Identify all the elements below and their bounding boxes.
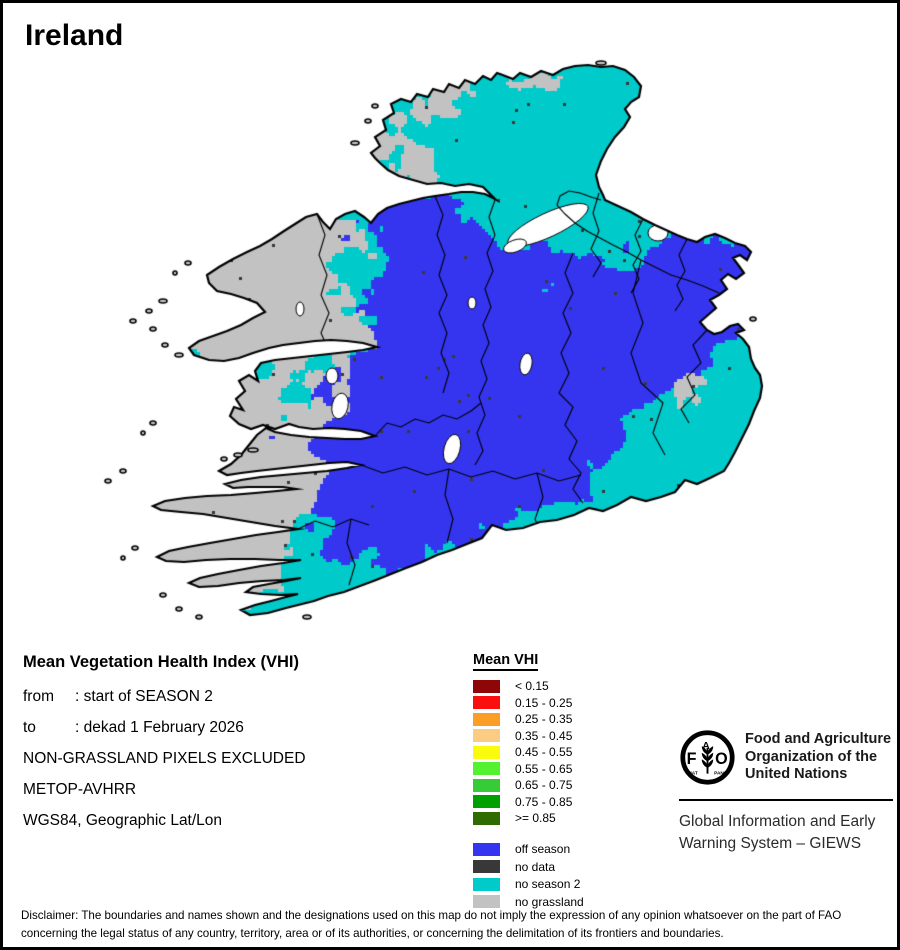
- legend-row: off season: [473, 841, 584, 859]
- giews-line: Global Information and Early: [679, 813, 876, 830]
- disclaimer: Disclaimer: The boundaries and names sho…: [21, 907, 893, 943]
- giews-name: Global Information and Early Warning Sys…: [679, 811, 893, 854]
- vhi-label-6: 0.65 - 0.75: [515, 778, 573, 793]
- info-projection-line: WGS84, Geographic Lat/Lon: [23, 812, 223, 829]
- vhi-label-7: 0.75 - 0.85: [515, 794, 573, 809]
- legend-row: 0.45 - 0.55: [473, 744, 584, 761]
- fao-logo-icon: F O A FIAT PANIS: [680, 730, 735, 785]
- season-label-2: no season 2: [515, 877, 581, 892]
- legend: Mean VHI < 0.15 0.15 - 0.25 0.25 - 0.35 …: [473, 651, 584, 911]
- from-value: : start of SEASON 2: [75, 688, 213, 705]
- svg-text:A: A: [702, 741, 710, 752]
- legend-row: no data: [473, 858, 584, 876]
- season-swatch-3: [473, 895, 500, 909]
- season-swatch-0: [473, 842, 500, 856]
- svg-text:F: F: [687, 750, 697, 768]
- vhi-label-5: 0.55 - 0.65: [515, 761, 573, 776]
- legend-row: 0.35 - 0.45: [473, 728, 584, 745]
- legend-row: no grassland: [473, 893, 584, 911]
- disclaimer-line-1: Disclaimer: The boundaries and names sho…: [21, 909, 842, 922]
- svg-text:FIAT: FIAT: [688, 771, 698, 777]
- map-info-block: Mean Vegetation Health Index (VHI) from:…: [23, 653, 463, 843]
- legend-row: 0.25 - 0.35: [473, 711, 584, 728]
- legend-row: 0.65 - 0.75: [473, 777, 584, 794]
- info-exclusion-line: NON-GRASSLAND PIXELS EXCLUDED: [23, 750, 306, 767]
- ireland-vhi-map: [3, 3, 897, 648]
- vhi-label-0: < 0.15: [515, 679, 549, 694]
- legend-row: 0.15 - 0.25: [473, 695, 584, 712]
- vhi-swatch-5: [473, 762, 500, 776]
- fao-name-line: Food and Agriculture: [745, 731, 892, 747]
- svg-text:PANIS: PANIS: [714, 771, 728, 777]
- season-label-0: off season: [515, 842, 571, 857]
- to-label: to: [23, 719, 36, 736]
- fao-name-line: Organization of the: [745, 748, 878, 765]
- legend-row: no season 2: [473, 876, 584, 894]
- disclaimer-line-2: concerning the legal status of any count…: [21, 926, 724, 940]
- season-label-1: no data: [515, 859, 556, 874]
- fao-name-line: United Nations: [745, 766, 848, 783]
- vhi-label-4: 0.45 - 0.55: [515, 745, 573, 760]
- info-to-line: to : dekad 1 February 2026: [23, 719, 463, 737]
- vhi-swatch-1: [473, 696, 500, 710]
- season-swatch-2: [473, 877, 500, 891]
- branding-block: F O A FIAT PANIS Food and Agriculture Or…: [679, 729, 893, 854]
- fao-name: Food and Agriculture Organization of the…: [745, 729, 891, 784]
- legend-row: 0.75 - 0.85: [473, 794, 584, 811]
- info-sensor-line: METOP-AVHRR: [23, 781, 137, 798]
- brand-divider: [679, 799, 893, 801]
- season-swatch-1: [473, 860, 500, 874]
- vhi-swatch-6: [473, 778, 500, 792]
- vhi-label-1: 0.15 - 0.25: [515, 695, 573, 710]
- svg-text:O: O: [715, 750, 728, 768]
- legend-title: Mean VHI: [473, 652, 539, 671]
- legend-row: < 0.15: [473, 678, 584, 695]
- info-heading: Mean Vegetation Health Index (VHI): [23, 653, 299, 671]
- vhi-swatch-8: [473, 811, 500, 825]
- from-label: from: [23, 688, 54, 705]
- giews-line: Warning System – GIEWS: [679, 834, 862, 852]
- vhi-swatch-7: [473, 795, 500, 809]
- vhi-label-3: 0.35 - 0.45: [515, 728, 573, 743]
- season-label-3: no grassland: [515, 894, 584, 909]
- legend-gap: [473, 827, 584, 841]
- info-from-line: from : start of SEASON 2: [23, 688, 463, 706]
- vhi-label-2: 0.25 - 0.35: [515, 712, 573, 727]
- vhi-label-8: >= 0.85: [515, 811, 556, 826]
- vhi-swatch-3: [473, 729, 500, 743]
- to-value: : dekad 1 February 2026: [75, 719, 244, 736]
- vhi-swatch-2: [473, 712, 500, 726]
- legend-row: >= 0.85: [473, 810, 584, 827]
- page-title: Ireland: [25, 19, 124, 52]
- vhi-swatch-4: [473, 745, 500, 759]
- legend-row: 0.55 - 0.65: [473, 761, 584, 778]
- vhi-swatch-0: [473, 679, 500, 693]
